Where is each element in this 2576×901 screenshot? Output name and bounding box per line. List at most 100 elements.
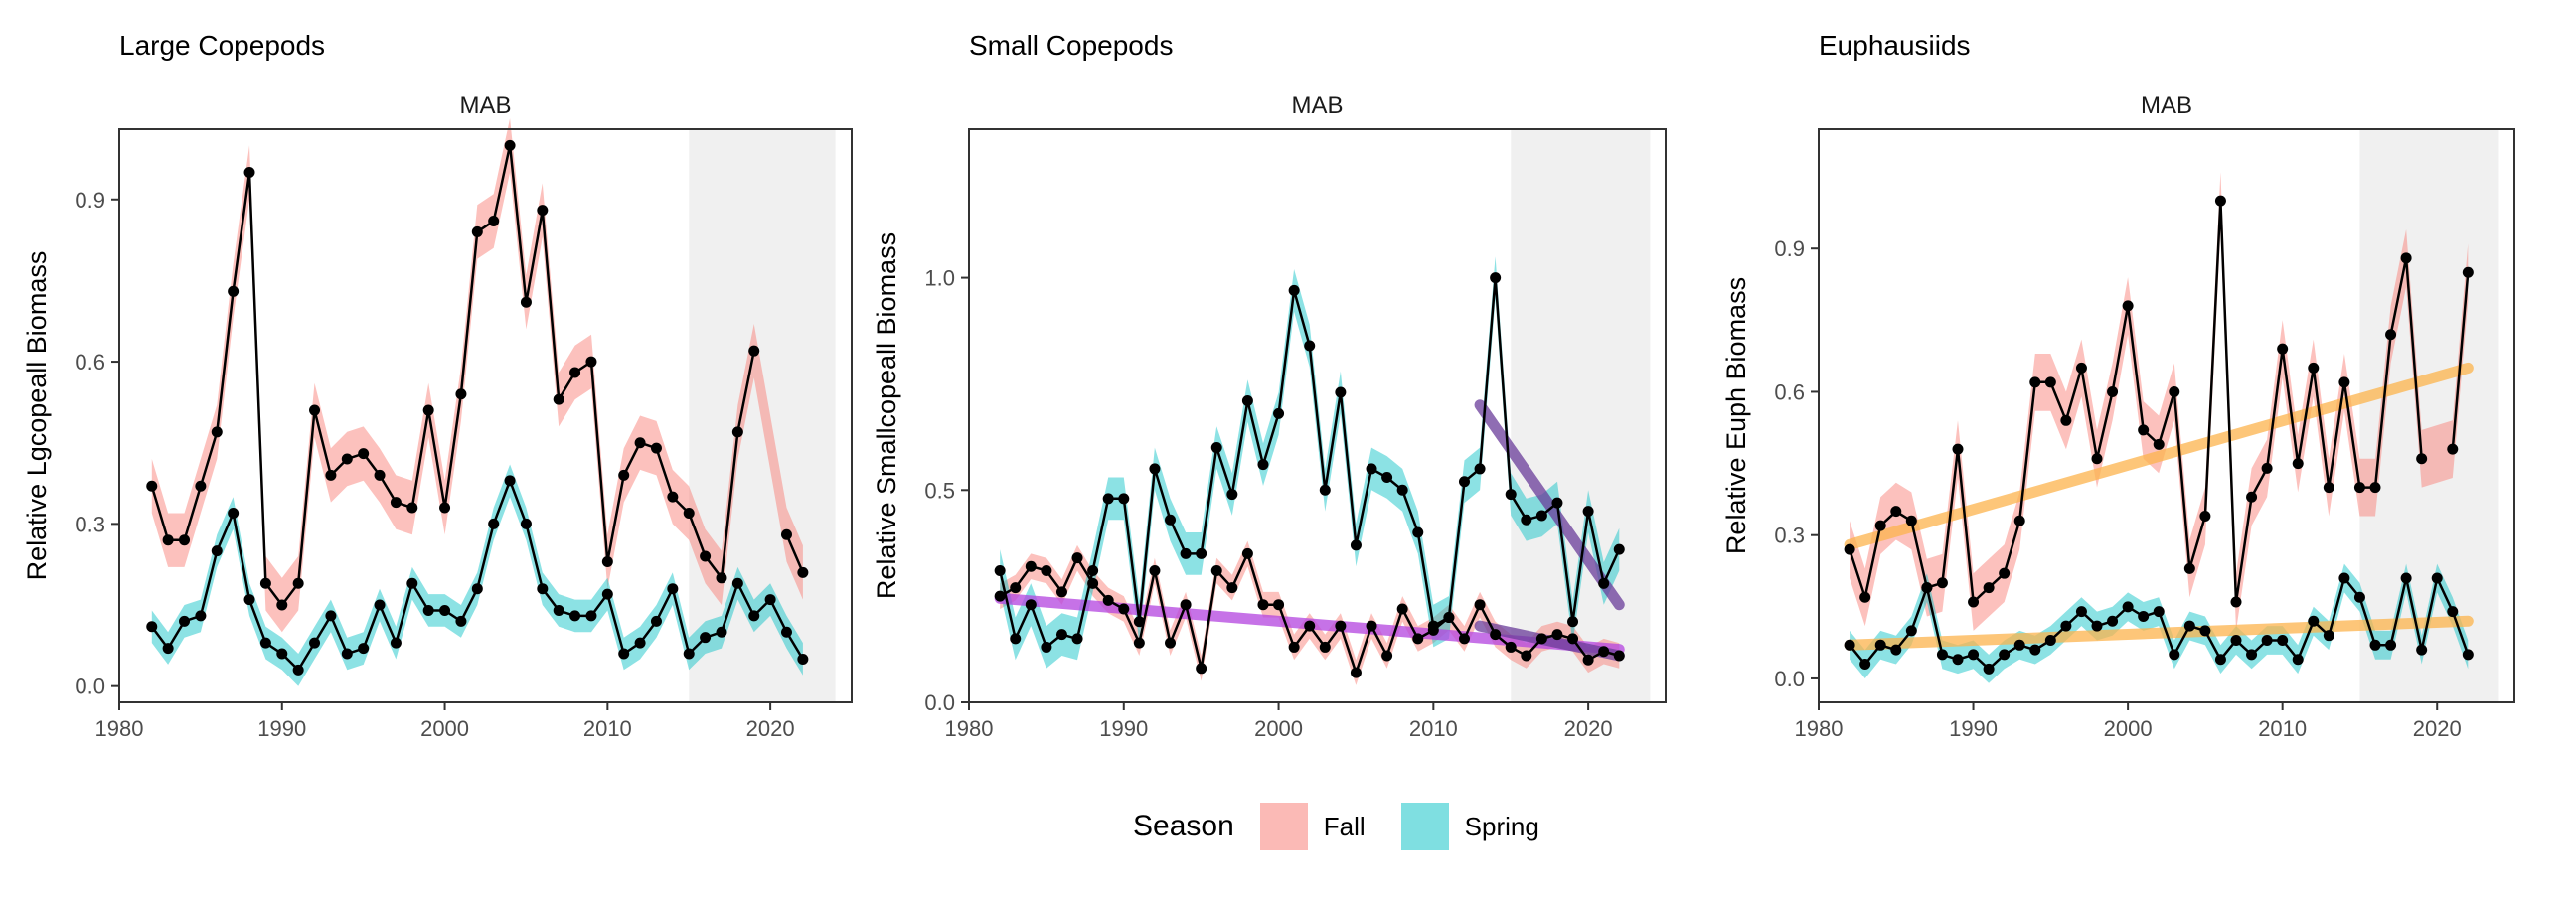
data-point-fall xyxy=(1180,599,1192,611)
data-point-fall xyxy=(2292,458,2304,470)
data-point-fall xyxy=(358,448,370,460)
data-point-spring xyxy=(179,615,191,627)
panel-2: Small Copepods MAB 1980 1990 2000 2010 2020 0.0… xyxy=(872,30,1667,741)
data-point-fall xyxy=(585,356,597,368)
data-point-spring xyxy=(259,637,271,649)
data-point-fall xyxy=(1055,586,1067,598)
data-point-fall xyxy=(1133,637,1145,649)
data-point-spring xyxy=(1474,463,1486,475)
data-point-spring xyxy=(1844,639,1855,651)
data-point-fall xyxy=(2169,385,2180,397)
data-point-fall xyxy=(439,502,451,514)
data-point-spring xyxy=(569,610,581,622)
data-point-fall xyxy=(700,550,712,562)
data-point-fall xyxy=(994,590,1006,602)
ribbon-fall xyxy=(1000,540,1620,685)
data-point-fall xyxy=(1999,567,2011,579)
data-point-fall xyxy=(1025,560,1037,572)
data-point-fall xyxy=(1071,552,1083,564)
x-tick-label: 1990 xyxy=(257,716,306,741)
panel-border xyxy=(1818,128,2515,703)
legend: Season Fall Spring xyxy=(1133,799,1575,854)
data-point-fall xyxy=(1196,663,1208,675)
y-tick-label: 1.0 xyxy=(924,266,955,291)
data-point-spring xyxy=(471,583,483,595)
data-point-spring xyxy=(1288,284,1300,296)
data-point-spring xyxy=(2060,620,2072,632)
data-point-fall xyxy=(569,367,581,378)
data-point-fall xyxy=(1474,599,1486,611)
data-point-fall xyxy=(1102,594,1114,606)
data-point-spring xyxy=(2416,644,2428,656)
data-point-spring xyxy=(1010,633,1022,645)
data-point-fall xyxy=(325,469,337,481)
data-point-spring xyxy=(1025,599,1037,611)
data-point-fall xyxy=(667,491,679,503)
data-point-fall xyxy=(422,404,434,416)
data-point-spring xyxy=(2183,620,2195,632)
data-point-spring xyxy=(1458,476,1470,488)
y-tick-label: 0.6 xyxy=(75,350,105,375)
data-point-spring xyxy=(1149,463,1161,475)
data-point-fall xyxy=(374,469,386,481)
data-point-spring xyxy=(2013,639,2025,651)
data-point-spring xyxy=(1551,497,1563,509)
data-point-spring xyxy=(341,648,353,660)
data-point-fall xyxy=(488,216,500,227)
data-point-spring xyxy=(1859,659,1871,671)
data-point-spring xyxy=(2338,572,2350,584)
data-point-spring xyxy=(2261,634,2273,646)
chart-title: Euphausiids xyxy=(1819,30,1971,61)
x-tick-label: 2020 xyxy=(2413,716,2462,741)
data-point-spring xyxy=(1304,340,1316,352)
data-point-fall xyxy=(2013,515,2025,526)
data-point-spring xyxy=(1102,493,1114,505)
data-point-spring xyxy=(601,588,613,600)
data-point-spring xyxy=(716,626,727,638)
data-point-fall xyxy=(553,393,564,405)
data-point-fall xyxy=(2183,562,2195,574)
trend-line-2 xyxy=(1474,399,1625,611)
data-point-fall xyxy=(1396,603,1408,615)
data-point-fall xyxy=(2153,438,2165,450)
data-point-fall xyxy=(1304,620,1316,632)
data-point-fall xyxy=(1366,620,1377,632)
data-point-spring xyxy=(195,610,207,622)
data-point-fall xyxy=(1149,565,1161,577)
data-point-spring xyxy=(2122,601,2134,613)
data-point-spring xyxy=(1952,654,1964,666)
trend-line-2 xyxy=(1844,615,2474,651)
data-point-spring xyxy=(162,643,174,655)
data-point-spring xyxy=(374,599,386,611)
data-point-spring xyxy=(2029,644,2041,656)
data-point-spring xyxy=(2447,606,2459,618)
data-point-spring xyxy=(634,637,646,649)
y-tick-label: 0.6 xyxy=(1774,379,1805,404)
data-point-fall xyxy=(1598,646,1610,658)
data-point-fall xyxy=(504,139,516,151)
data-point-fall xyxy=(276,599,288,611)
data-point-spring xyxy=(618,648,630,660)
data-point-fall xyxy=(748,345,760,357)
y-tick-label: 0.5 xyxy=(924,478,955,503)
data-point-fall xyxy=(2353,482,2365,494)
data-point-spring xyxy=(764,594,776,606)
data-point-spring xyxy=(1412,526,1424,538)
data-point-fall xyxy=(601,555,613,567)
x-tick-label: 1990 xyxy=(1099,716,1148,741)
data-point-spring xyxy=(1366,463,1377,475)
data-point-fall xyxy=(716,572,727,584)
x-tick-label: 2000 xyxy=(420,716,469,741)
data-point-spring xyxy=(748,610,760,622)
data-point-fall xyxy=(2214,195,2226,207)
data-point-spring xyxy=(731,577,743,589)
data-point-fall xyxy=(1505,641,1517,653)
data-point-spring xyxy=(1490,272,1502,284)
y-tick-label: 0.9 xyxy=(1774,236,1805,261)
data-point-fall xyxy=(146,480,158,492)
data-point-fall xyxy=(211,426,223,438)
x-tick-label: 1980 xyxy=(95,716,144,741)
data-point-spring xyxy=(2230,634,2242,646)
data-point-fall xyxy=(1241,547,1253,559)
data-point-spring xyxy=(520,518,532,529)
